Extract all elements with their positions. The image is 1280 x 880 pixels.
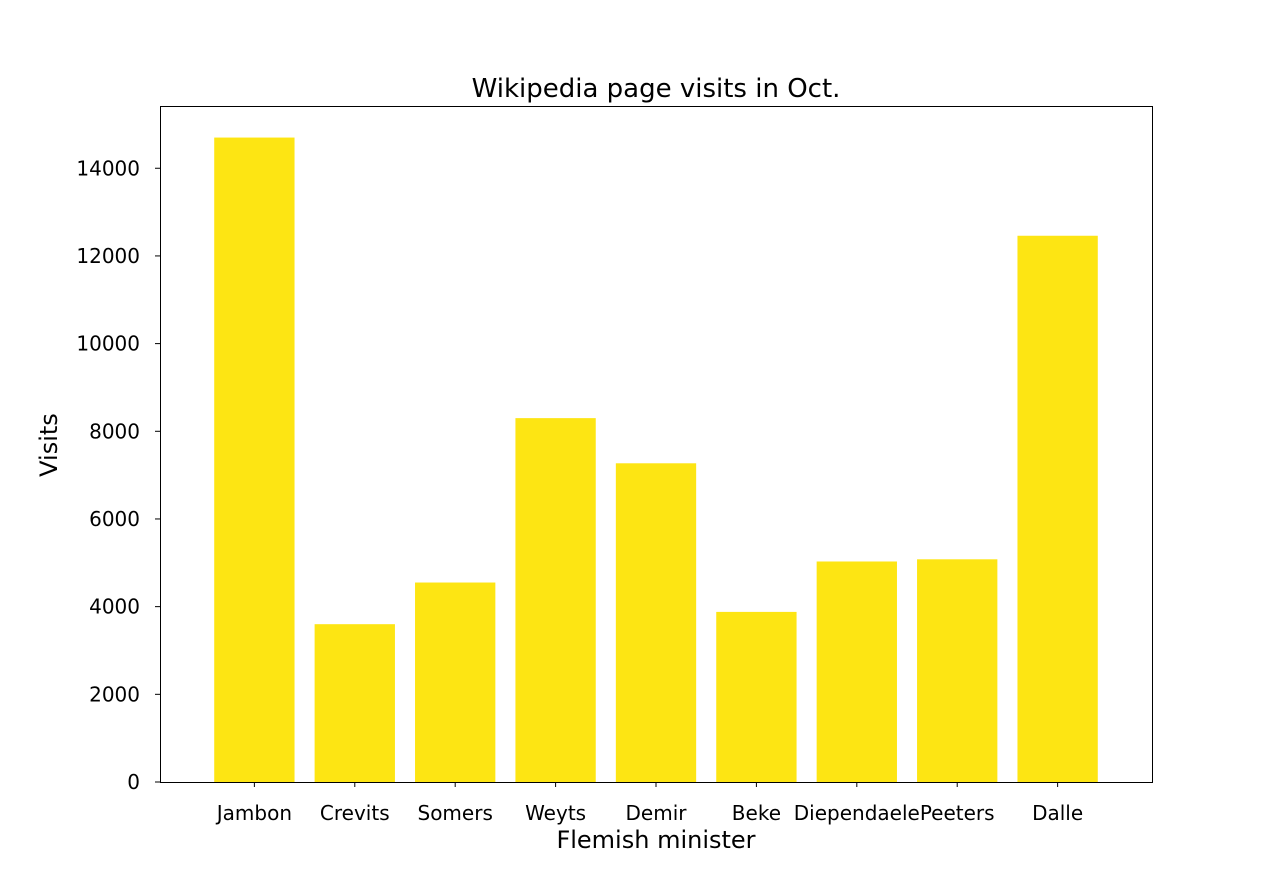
y-axis-label: Visits	[35, 413, 63, 477]
x-tick-label-beke: Beke	[732, 801, 781, 825]
x-axis: Jambon Crevits Somers Weyts Demir Beke Diepend…	[215, 782, 1083, 825]
y-tick-label: 4000	[89, 595, 140, 619]
x-tick-label-jambon: Jambon	[215, 801, 292, 825]
bars-group	[214, 137, 1098, 782]
bar-somers	[415, 582, 496, 782]
x-tick-label-dalle: Dalle	[1032, 801, 1083, 825]
bar-crevits	[314, 624, 395, 782]
y-tick-label: 0	[127, 770, 140, 794]
bar-dalle	[1017, 235, 1098, 782]
x-tick-label-crevits: Crevits	[320, 801, 390, 825]
x-tick-label-somers: Somers	[418, 801, 493, 825]
x-tick-label-demir: Demir	[626, 801, 688, 825]
y-tick-label: 6000	[89, 507, 140, 531]
x-tick-label-peeters: Peeters	[920, 801, 995, 825]
y-tick-label: 14000	[76, 156, 140, 180]
bar-demir	[615, 463, 697, 782]
y-tick-label: 2000	[89, 682, 140, 706]
chart-title: Wikipedia page visits in Oct.	[472, 74, 841, 104]
bar-weyts	[515, 418, 596, 782]
bar-peeters	[917, 559, 998, 782]
y-axis: 0 2000 4000 6000 8000 10000 12000 14000	[76, 156, 160, 794]
y-tick-label: 12000	[76, 244, 140, 268]
y-tick-label: 10000	[76, 332, 140, 356]
bar-diependaele	[816, 561, 897, 782]
bar-jambon	[214, 137, 295, 782]
x-axis-label: Flemish minister	[556, 826, 755, 854]
y-tick-label: 8000	[89, 419, 140, 443]
x-tick-label-diependaele: Diependaele	[794, 801, 920, 825]
bar-beke	[716, 611, 797, 782]
x-tick-label-weyts: Weyts	[525, 801, 586, 825]
